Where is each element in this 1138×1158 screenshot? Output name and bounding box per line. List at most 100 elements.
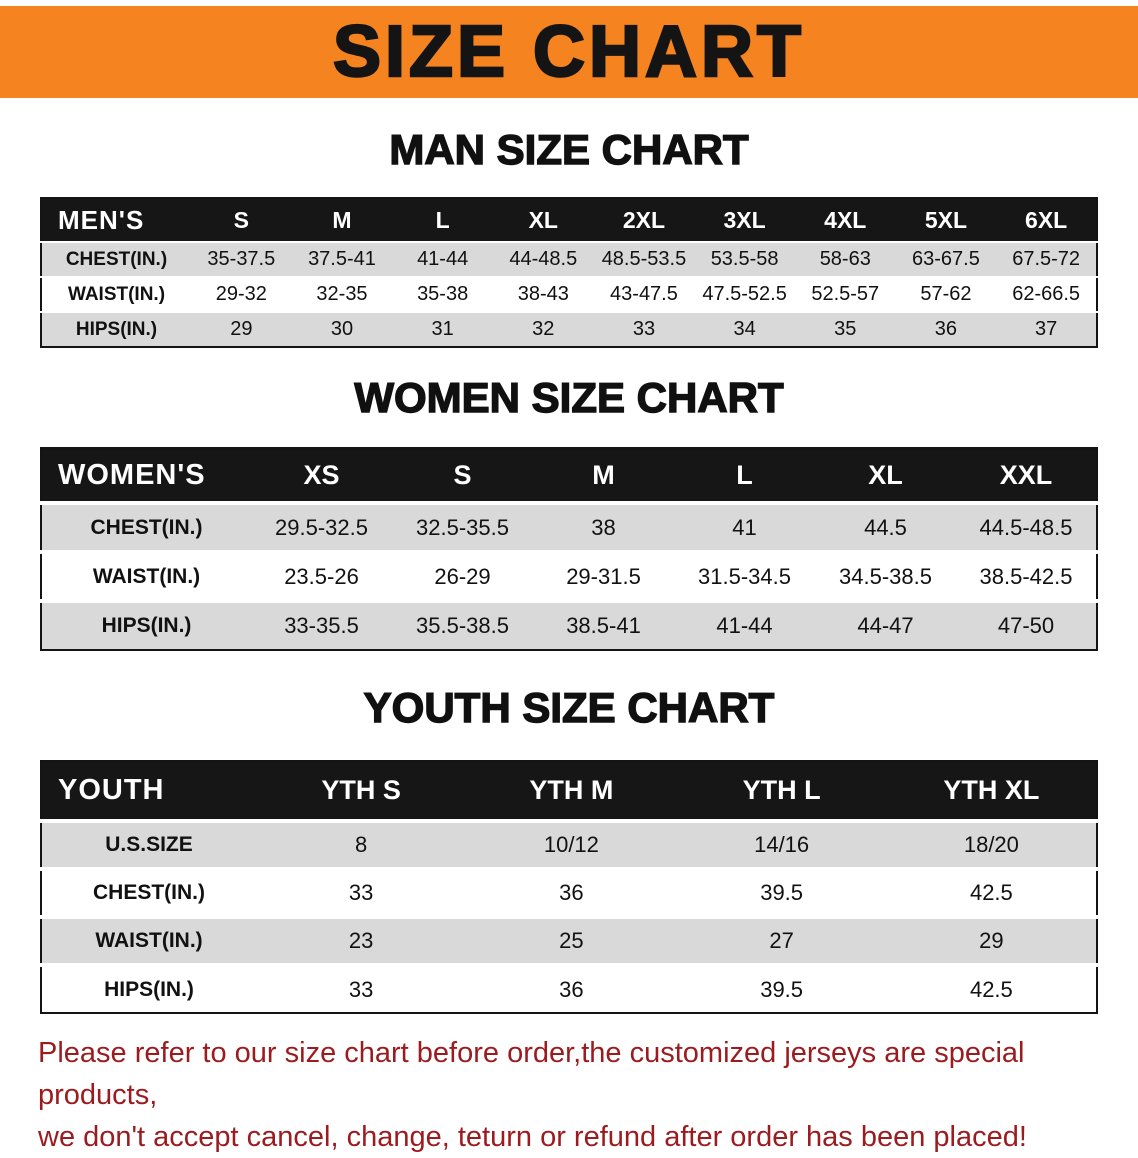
footer-note-line2: we don't accept cancel, change, teturn o… — [38, 1121, 1027, 1153]
table-cell: 29 — [191, 311, 292, 347]
table-row: U.S.SIZE 8 10/12 14/16 18/20 — [41, 819, 1097, 869]
table-cell: 42.5 — [886, 867, 1097, 917]
table-cell: 38 — [533, 501, 674, 552]
table-row: HIPS(IN.) 33 36 39.5 42.5 — [41, 963, 1097, 1013]
youth-corner-label: YOUTH — [41, 761, 256, 821]
youth-section-heading: YOUTH SIZE CHART — [363, 684, 775, 731]
table-cell: 41-44 — [392, 241, 493, 277]
row-label: HIPS(IN.) — [41, 599, 251, 650]
table-cell: 26-29 — [392, 550, 533, 601]
row-label: CHEST(IN.) — [41, 501, 251, 552]
table-cell: 25 — [466, 915, 677, 965]
table-cell: 34.5-38.5 — [815, 550, 956, 601]
table-cell: 37 — [996, 311, 1097, 347]
table-cell: 27 — [676, 915, 887, 965]
table-cell: 38.5-42.5 — [956, 550, 1097, 601]
table-cell: 32 — [492, 311, 594, 347]
column-header: L — [674, 448, 815, 503]
table-cell: 57-62 — [895, 276, 997, 312]
table-cell: 33 — [256, 867, 467, 917]
table-row: CHEST(IN.) 29.5-32.5 32.5-35.5 38 41 44.… — [41, 501, 1097, 552]
column-header: S — [392, 448, 533, 503]
women-size-table: WOMEN'S XS S M L XL XXL CHEST(IN.) 29.5-… — [40, 447, 1098, 651]
table-cell: 35-38 — [392, 276, 493, 312]
row-label: HIPS(IN.) — [41, 311, 191, 347]
table-row: HIPS(IN.) 33-35.5 35.5-38.5 38.5-41 41-4… — [41, 599, 1097, 650]
table-cell: 10/12 — [466, 819, 677, 869]
table-cell: 47-50 — [956, 599, 1097, 650]
table-cell: 29.5-32.5 — [251, 501, 392, 552]
table-cell: 29 — [886, 915, 1097, 965]
table-cell: 36 — [466, 963, 677, 1013]
table-cell: 36 — [895, 311, 997, 347]
table-cell: 48.5-53.5 — [593, 241, 695, 277]
footer-note: Please refer to our size chart before or… — [0, 1032, 1138, 1158]
table-cell: 33 — [593, 311, 695, 347]
table-cell: 33 — [256, 963, 467, 1013]
row-label: CHEST(IN.) — [41, 241, 191, 277]
table-cell: 29-32 — [191, 276, 292, 312]
table-cell: 8 — [256, 819, 467, 869]
table-row: HIPS(IN.) 29 30 31 32 33 34 35 36 37 — [41, 311, 1097, 347]
table-cell: 33-35.5 — [251, 599, 392, 650]
table-cell: 41-44 — [674, 599, 815, 650]
table-cell: 31.5-34.5 — [674, 550, 815, 601]
table-cell: 39.5 — [676, 867, 887, 917]
men-size-table: MEN'S S M L XL 2XL 3XL 4XL 5XL 6XL CHEST… — [40, 197, 1098, 348]
table-cell: 39.5 — [676, 963, 887, 1013]
table-cell: 35-37.5 — [191, 241, 292, 277]
column-header: S — [191, 198, 292, 242]
table-cell: 41 — [674, 501, 815, 552]
table-cell: 38.5-41 — [533, 599, 674, 650]
table-cell: 44.5-48.5 — [956, 501, 1097, 552]
youth-size-table: YOUTH YTH S YTH M YTH L YTH XL U.S.SIZE … — [40, 760, 1098, 1014]
column-header: 4XL — [794, 198, 896, 242]
table-cell: 35.5-38.5 — [392, 599, 533, 650]
column-header: YTH S — [256, 761, 467, 821]
table-row: CHEST(IN.) 33 36 39.5 42.5 — [41, 867, 1097, 917]
column-header: L — [392, 198, 493, 242]
table-cell: 38-43 — [492, 276, 594, 312]
column-header: XXL — [956, 448, 1097, 503]
column-header: XL — [492, 198, 594, 242]
size-chart-banner: SIZE CHART — [0, 6, 1138, 98]
table-row: CHEST(IN.) 35-37.5 37.5-41 41-44 44-48.5… — [41, 241, 1097, 277]
row-label: CHEST(IN.) — [41, 867, 256, 917]
table-cell: 31 — [392, 311, 493, 347]
table-row: WAIST(IN.) 23.5-26 26-29 29-31.5 31.5-34… — [41, 550, 1097, 601]
table-cell: 44-48.5 — [492, 241, 594, 277]
table-cell: 47.5-52.5 — [694, 276, 795, 312]
table-cell: 37.5-41 — [291, 241, 393, 277]
table-cell: 42.5 — [886, 963, 1097, 1013]
table-cell: 18/20 — [886, 819, 1097, 869]
table-cell: 62-66.5 — [996, 276, 1097, 312]
women-header-row: WOMEN'S XS S M L XL XXL — [41, 448, 1097, 503]
footer-note-line1: Please refer to our size chart before or… — [38, 1037, 1025, 1111]
table-cell: 35 — [794, 311, 896, 347]
table-cell: 34 — [694, 311, 795, 347]
table-cell: 36 — [466, 867, 677, 917]
column-header: XL — [815, 448, 956, 503]
column-header: 5XL — [895, 198, 997, 242]
table-cell: 30 — [291, 311, 393, 347]
row-label: WAIST(IN.) — [41, 915, 256, 965]
column-header: M — [533, 448, 674, 503]
column-header: 6XL — [996, 198, 1097, 242]
table-cell: 29-31.5 — [533, 550, 674, 601]
row-label: WAIST(IN.) — [41, 276, 191, 312]
table-cell: 67.5-72 — [996, 241, 1097, 277]
column-header: YTH L — [676, 761, 887, 821]
table-row: WAIST(IN.) 23 25 27 29 — [41, 915, 1097, 965]
table-cell: 23.5-26 — [251, 550, 392, 601]
table-cell: 44-47 — [815, 599, 956, 650]
men-header-row: MEN'S S M L XL 2XL 3XL 4XL 5XL 6XL — [41, 198, 1097, 242]
column-header: YTH XL — [886, 761, 1097, 821]
row-label: WAIST(IN.) — [41, 550, 251, 601]
column-header: 3XL — [694, 198, 795, 242]
page-title: SIZE CHART — [332, 11, 805, 94]
column-header: 2XL — [593, 198, 695, 242]
men-section-heading: MAN SIZE CHART — [389, 126, 750, 173]
table-cell: 58-63 — [794, 241, 896, 277]
column-header: XS — [251, 448, 392, 503]
table-cell: 32.5-35.5 — [392, 501, 533, 552]
